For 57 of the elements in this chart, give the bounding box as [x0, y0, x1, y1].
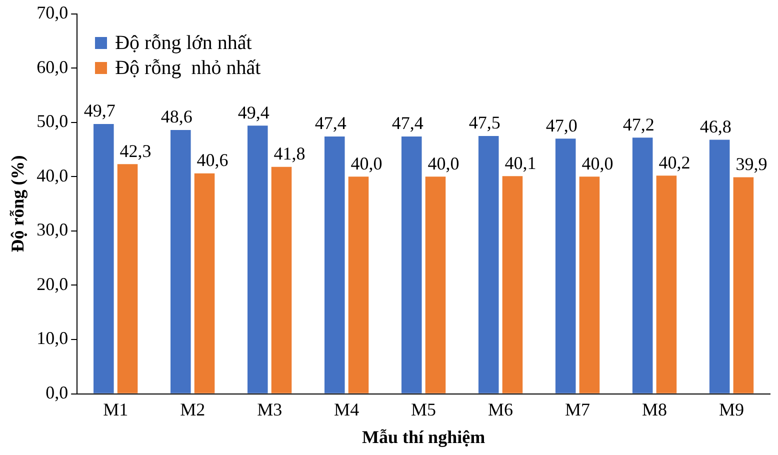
legend-label: Độ rỗng nhỏ nhất: [115, 56, 261, 80]
data-label: 40,6: [196, 150, 228, 170]
x-tick-label: M3: [257, 399, 282, 420]
x-tick-label: M1: [103, 399, 128, 420]
bar: [348, 176, 369, 394]
data-label: 39,9: [736, 154, 768, 174]
data-label: 40,0: [428, 153, 460, 174]
bar: [656, 176, 677, 394]
bar: [709, 140, 730, 394]
bar: [478, 136, 499, 394]
x-tick-label: M6: [488, 399, 514, 420]
y-tick-label: 30,0: [36, 220, 68, 240]
y-tick-label: 40,0: [36, 165, 68, 186]
bar: [194, 173, 215, 394]
data-label: 47,0: [546, 115, 578, 136]
bar: [247, 126, 268, 394]
x-axis-title: Mẫu thí nghiệm: [362, 426, 486, 447]
bar: [170, 130, 191, 394]
data-label: 40,1: [504, 152, 536, 173]
data-label: 41,8: [274, 144, 306, 164]
bar: [733, 177, 754, 394]
bar: [632, 138, 653, 394]
bar: [401, 136, 422, 394]
y-tick-label: 70,0: [36, 2, 68, 23]
data-label: 46,8: [700, 116, 732, 136]
bar: [324, 136, 345, 394]
x-tick-label: M8: [642, 399, 668, 420]
data-label: 47,4: [392, 113, 424, 134]
y-tick-label: 10,0: [36, 328, 68, 348]
bar: [555, 138, 576, 394]
x-tick-label: M4: [334, 399, 360, 420]
bar: [94, 124, 114, 394]
x-tick-label: M5: [411, 399, 436, 420]
x-tick-label: M9: [719, 399, 744, 420]
data-label: 48,6: [160, 106, 192, 127]
data-label: 47,4: [314, 113, 346, 134]
bar: [271, 166, 292, 394]
y-tick-label: 20,0: [36, 274, 68, 294]
y-tick-label: 50,0: [36, 111, 68, 132]
bar: [117, 164, 138, 394]
y-tick-label: 60,0: [36, 56, 68, 77]
data-label: 47,5: [468, 112, 500, 133]
data-label: 49,4: [238, 102, 270, 122]
data-label: 47,2: [622, 114, 654, 134]
data-label: 42,3: [120, 140, 152, 161]
data-label: 49,7: [84, 100, 116, 121]
data-label: 40,0: [350, 153, 382, 174]
y-tick-label: 0,0: [46, 382, 68, 403]
bar: [425, 176, 446, 394]
data-label: 40,0: [582, 153, 614, 174]
x-tick-label: M2: [180, 399, 206, 420]
bar: [579, 176, 600, 394]
y-axis-title: Độ rỗng (%): [7, 155, 28, 252]
legend-label: Độ rỗng lớn nhất: [115, 32, 252, 55]
data-label: 40,2: [658, 152, 690, 172]
bar: [502, 176, 523, 394]
x-tick-label: M7: [565, 399, 590, 420]
